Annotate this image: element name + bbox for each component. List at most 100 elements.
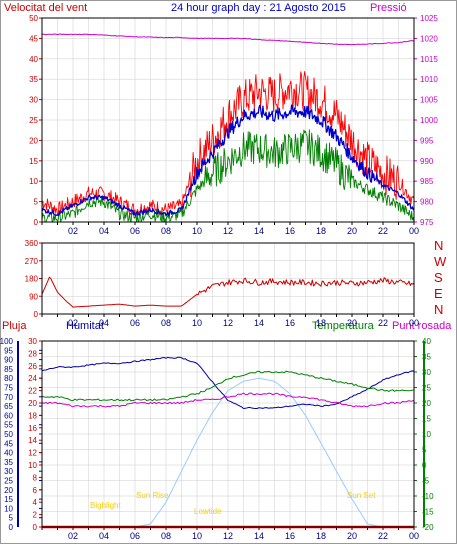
pressure-y-label: 975: [420, 218, 434, 227]
rain-y-label: 26: [28, 362, 37, 371]
x-tick-label: 20: [347, 226, 357, 236]
rain-y-label: 22: [28, 387, 37, 396]
wind-y-label: 50: [29, 14, 38, 23]
x-tick-label: 00: [409, 531, 419, 541]
x-tick-label: 12: [223, 531, 233, 541]
dir-label-n-top: N: [434, 238, 443, 253]
humidity-y-label: 85: [4, 365, 13, 374]
pressure-y-label: 1025: [420, 14, 438, 23]
x-tick-label: 22: [378, 531, 388, 541]
rain-y-label: 8: [33, 473, 38, 482]
humidity-y-label: 80: [4, 374, 13, 383]
humidity-y-label: 20: [4, 486, 13, 495]
pressure-y-label: 1015: [420, 55, 438, 64]
x-tick-label: 06: [130, 531, 140, 541]
temp-y-label: 35: [422, 353, 431, 362]
dir-y-label: 90: [29, 292, 38, 301]
header-wind-speed: Velocitat del vent: [4, 2, 87, 14]
x-tick-label: 08: [161, 226, 171, 236]
header-rain: Pluja: [2, 320, 27, 332]
humidity-y-label: 75: [4, 384, 13, 393]
x-tick-label: 00: [409, 226, 419, 236]
temp-y-label: 10: [422, 430, 431, 439]
header-pressure: Pressió: [370, 2, 407, 14]
wind-y-label: 15: [29, 157, 38, 166]
rain-y-label: 20: [28, 399, 37, 408]
dir-label-e: E: [434, 286, 443, 301]
humidity-y-label: 0: [9, 523, 14, 532]
pressure-y-label: 985: [420, 177, 434, 186]
plot-frame-2: [41, 340, 415, 528]
temp-y-label: 40: [422, 337, 431, 346]
rain-y-label: 14: [28, 436, 37, 445]
sun-label-sunset: Sun Set: [347, 491, 376, 500]
x-tick-label: 04: [99, 226, 109, 236]
rain-y-label: 16: [28, 424, 37, 433]
rain-y-label: 30: [28, 337, 37, 346]
x-tick-label: 12: [223, 318, 233, 328]
pressure-y-label: 1010: [420, 75, 438, 84]
humidity-line: [41, 356, 415, 409]
temp-y-label: -20: [422, 523, 434, 532]
x-tick-label: 22: [378, 318, 388, 328]
humidity-y-label: 45: [4, 439, 13, 448]
x-tick-label: 08: [161, 318, 171, 328]
x-tick-label: 16: [285, 318, 295, 328]
rain-y-label: 24: [28, 374, 37, 383]
humidity-y-label: 5: [9, 514, 14, 523]
x-tick-label: 16: [285, 531, 295, 541]
dir-label-w: W: [434, 254, 447, 269]
dir-y-label: 180: [25, 275, 39, 284]
wind-y-label: 20: [29, 136, 38, 145]
x-tick-label: 02: [68, 226, 78, 236]
humidity-y-label: 95: [4, 346, 13, 355]
dir-y-label: 360: [25, 239, 39, 248]
temp-y-label: 20: [422, 399, 431, 408]
humidity-y-label: 65: [4, 402, 13, 411]
dir-y-label: 0: [34, 310, 39, 319]
humidity-y-label: 60: [4, 411, 13, 420]
sun-label-bighlight: Bighlight: [90, 501, 121, 510]
wind-min-line: [41, 129, 415, 223]
humidity-y-label: 70: [4, 393, 13, 402]
x-tick-label: 10: [192, 318, 202, 328]
temp-y-label: -5: [422, 477, 430, 486]
wind-y-label: 25: [29, 116, 38, 125]
humidity-y-label: 10: [4, 504, 13, 513]
dewpoint-line: [41, 392, 415, 408]
x-tick-label: 14: [254, 531, 264, 541]
x-tick-label: 04: [99, 531, 109, 541]
x-tick-label: 18: [316, 318, 326, 328]
x-tick-label: 12: [223, 226, 233, 236]
x-tick-label: 18: [316, 226, 326, 236]
header-humidity: Humitat: [66, 320, 104, 332]
pressure-y-label: 1020: [420, 34, 438, 43]
rain-y-label: 18: [28, 411, 37, 420]
x-tick-label: 16: [285, 226, 295, 236]
x-tick-label: 08: [161, 531, 171, 541]
humidity-y-label: 35: [4, 458, 13, 467]
x-tick-label: 14: [254, 318, 264, 328]
x-tick-label: 02: [68, 531, 78, 541]
header-title: 24 hour graph day : 21 Agosto 2015: [171, 2, 346, 14]
humidity-y-label: 100: [0, 337, 14, 346]
wind-y-label: 0: [34, 218, 39, 227]
header-dewpoint: Punt rosada: [392, 320, 452, 332]
temp-y-label: 30: [422, 368, 431, 377]
x-tick-label: 06: [130, 318, 140, 328]
humidity-y-label: 90: [4, 356, 13, 365]
temp-y-label: -15: [422, 508, 434, 517]
dir-y-label: 270: [25, 257, 39, 266]
rain-y-label: 10: [28, 461, 37, 470]
x-tick-label: 18: [316, 531, 326, 541]
pressure-line: [41, 33, 415, 46]
humidity-y-label: 15: [4, 495, 13, 504]
x-tick-label: 22: [378, 226, 388, 236]
pressure-y-label: 995: [420, 136, 434, 145]
rain-y-label: 6: [33, 486, 38, 495]
plot-frame-1: [41, 242, 415, 315]
rain-y-label: 28: [28, 349, 37, 358]
plot-frame-0: [41, 17, 415, 223]
